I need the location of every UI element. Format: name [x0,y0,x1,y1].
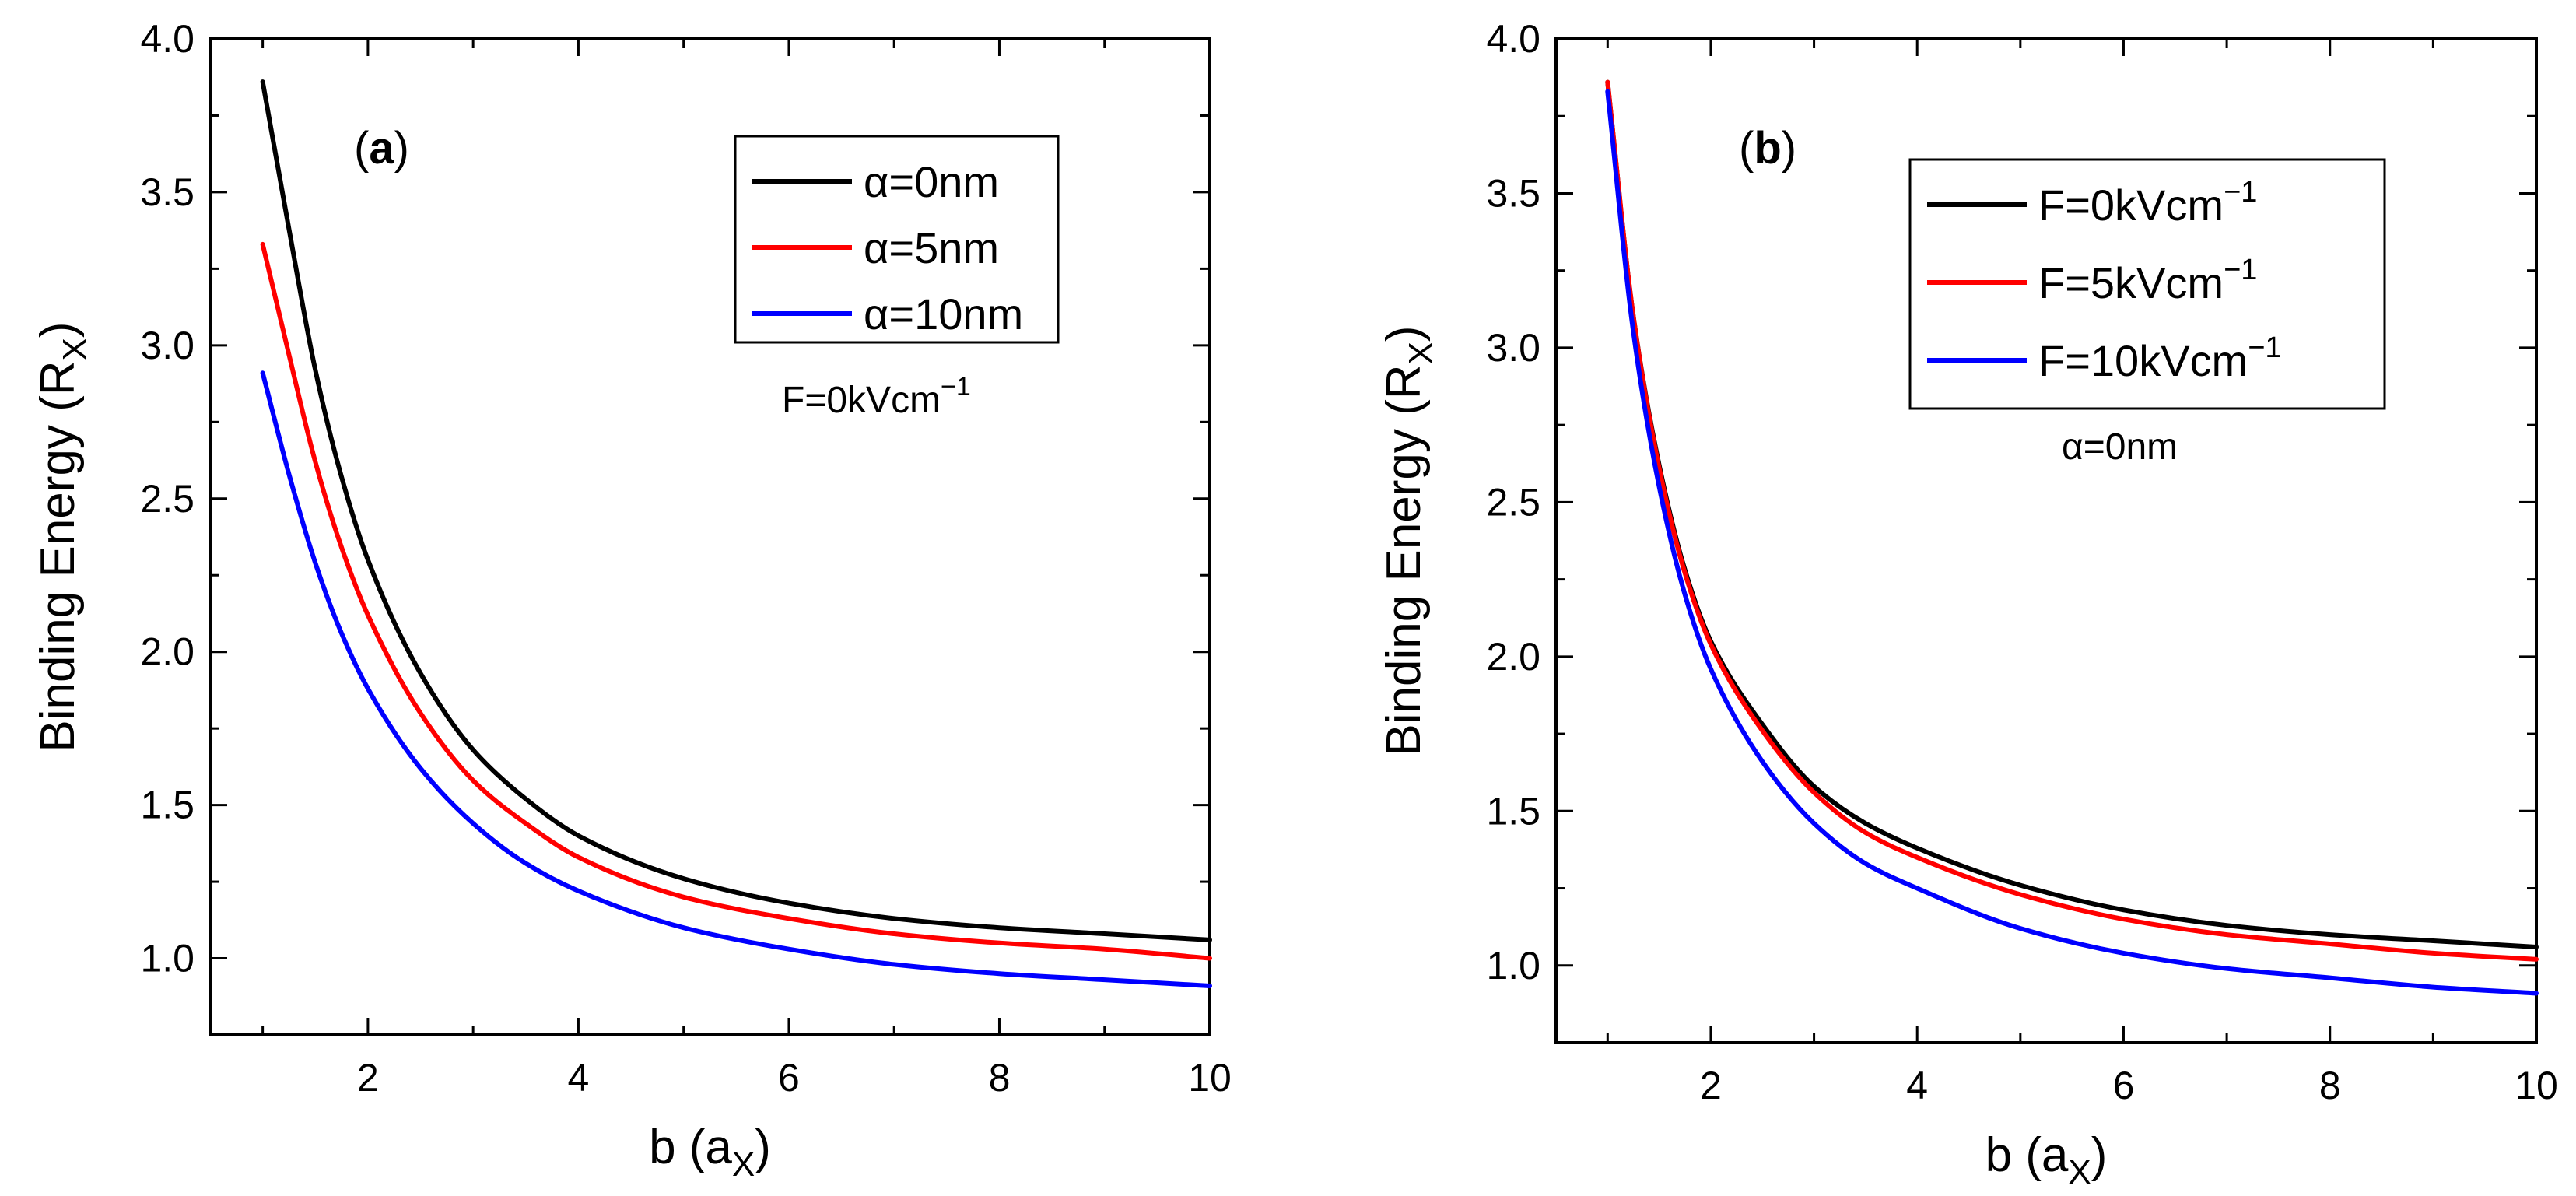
x-tick-label: 4 [1906,1064,1928,1107]
legend-entry: α=0nm [864,157,999,206]
x-tick-label: 8 [989,1056,1011,1100]
x-tick-label: 8 [2319,1064,2341,1107]
y-axis-title: Binding Energy (RX) [1377,325,1440,756]
legend: F=0kVcm−1 F=5kVcm−1 F=10kVcm−1 [1908,158,2386,410]
chart-panel-a: 2 4 6 8 10 1.0 1.5 2.0 2.5 3.0 3.5 4.0 b (aX) Binding… [31,17,1232,1184]
plot-frame [1554,37,2538,1044]
legend-entry: α=10nm [864,289,1023,338]
series-line-2 [260,241,1212,961]
x-tick-label: 4 [568,1056,590,1100]
y-tick-label: 3.0 [1486,326,1540,370]
x-tick-label: 2 [1700,1064,1722,1107]
panel-label: (b) [1739,123,1796,174]
series-line-2 [1605,79,2539,962]
y-tick-label: 2.0 [140,630,195,674]
y-tick-label: 4.0 [140,17,195,61]
legend-entry: F=0kVcm−1 [2038,176,2257,230]
y-tick-label: 1.5 [140,784,195,827]
condition-annotation: α=0nm [2062,426,2178,468]
series-line-1 [260,79,1212,942]
y-tick-label: 1.0 [140,937,195,980]
x-tick-label: 6 [778,1056,800,1100]
y-tick-label: 4.0 [1486,17,1540,61]
legend-entry: F=5kVcm−1 [2038,254,2257,307]
x-tick-label: 10 [2515,1064,2558,1107]
legend-entry: F=10kVcm−1 [2038,331,2282,385]
series-line-3 [260,370,1212,988]
legend: α=0nm α=5nm α=10nm [734,135,1060,344]
y-axis-title: Binding Energy (RX) [31,321,94,752]
x-tick-label: 10 [1188,1056,1232,1100]
x-tick-label: 2 [357,1056,379,1100]
x-axis-title: b (aX) [649,1121,771,1184]
x-axis-title: b (aX) [1985,1128,2108,1191]
y-tick-label: 1.0 [1486,944,1540,987]
y-tick-label: 1.5 [1486,789,1540,833]
plot-frame [209,37,1211,1036]
y-tick-label: 2.5 [140,477,195,521]
condition-annotation: F=0kVcm−1 [782,372,971,421]
y-tick-label: 2.5 [1486,480,1540,524]
chart-panel-b: 2 4 6 8 10 1.0 1.5 2.0 2.5 3.0 3.5 4.0 b (aX) Binding… [1377,17,2558,1191]
x-tick-label: 6 [2113,1064,2135,1107]
panel-label: (a) [354,123,409,174]
legend-box [734,135,1060,344]
y-tick-label: 2.0 [1486,635,1540,679]
legend-entry: α=5nm [864,223,999,272]
y-tick-label: 3.0 [140,324,195,367]
y-tick-label: 3.5 [140,170,195,214]
y-tick-label: 3.5 [1486,171,1540,215]
series-line-3 [1605,89,2539,996]
